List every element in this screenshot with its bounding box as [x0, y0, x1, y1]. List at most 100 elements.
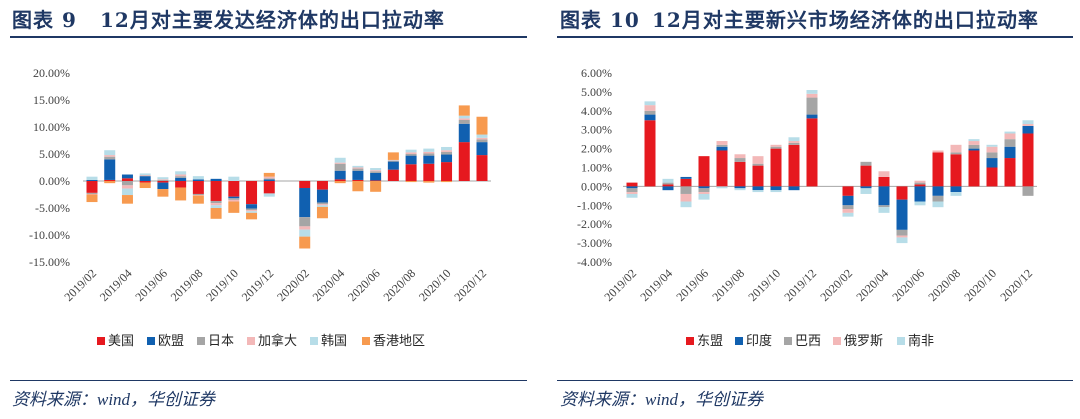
legend-swatch-hongkong — [362, 337, 370, 345]
y-tick-label: 6.00% — [581, 66, 612, 80]
bar-japan-slot-23 — [476, 139, 488, 143]
bar-asean-slot-18 — [932, 152, 944, 187]
bar-brazil-slot-16 — [896, 229, 908, 236]
x-tick-label: 2020/04 — [853, 266, 891, 304]
bar-asean-slot-9 — [770, 148, 782, 187]
legend-label-hongkong: 香港地区 — [373, 333, 426, 348]
legend-item-canada: 加拿大 — [247, 333, 297, 349]
bar-india-slot-19 — [950, 186, 962, 193]
bar-japan-slot-5 — [157, 179, 169, 181]
bar-south-africa-slot-16 — [896, 237, 908, 244]
bar-japan-slot-18 — [387, 161, 399, 162]
bar-usa-slot-22 — [458, 142, 470, 181]
source-divider-left — [10, 380, 527, 381]
x-tick-label: 2020/12 — [451, 266, 489, 304]
x-tick-label: 2019/06 — [673, 266, 711, 304]
x-tick-label: 2019/12 — [781, 266, 819, 304]
bar-eu-slot-9 — [228, 196, 240, 199]
y-tick-label: 1.00% — [581, 161, 612, 175]
figure-label-right: 图表 10 — [560, 8, 640, 32]
bar-brazil-slot-6 — [716, 144, 728, 147]
chart-title-left: 12月对主要发达经济体的出口拉动率 — [100, 8, 445, 32]
bar-canada-slot-20 — [423, 151, 435, 154]
bar-korea-slot-16 — [352, 165, 364, 168]
x-tick-label: 2020/02 — [274, 266, 312, 304]
y-tick-label: -2.00% — [577, 217, 612, 231]
bar-usa-slot-7 — [192, 181, 204, 194]
bar-canada-slot-19 — [405, 152, 417, 154]
bar-hongkong-slot-4 — [139, 182, 151, 189]
bar-brazil-slot-8 — [752, 163, 764, 166]
bar-south-africa-slot-5 — [698, 193, 710, 200]
bar-eu-slot-6 — [175, 177, 187, 181]
bar-korea-slot-22 — [458, 115, 470, 119]
bar-brazil-slot-18 — [932, 195, 944, 202]
bar-canada-slot-21 — [441, 150, 453, 152]
legend-item-japan: 日本 — [197, 333, 234, 349]
x-tick-label: 2020/10 — [416, 266, 454, 304]
bar-usa-slot-6 — [175, 181, 187, 188]
x-tick-label: 2019/08 — [168, 266, 206, 304]
bar-canada-slot-5 — [157, 179, 169, 180]
bar-india-slot-11 — [806, 114, 818, 119]
legend-swatch-brazil — [784, 337, 792, 345]
bar-eu-slot-1 — [86, 179, 98, 181]
bar-hongkong-slot-3 — [121, 195, 133, 204]
legend-item-india: 印度 — [735, 333, 772, 349]
bar-south-africa-slot-9 — [770, 190, 782, 193]
bar-south-africa-slot-6 — [716, 186, 728, 189]
bar-asean-slot-22 — [1004, 158, 1016, 187]
bar-japan-slot-13 — [299, 217, 311, 227]
x-tick-label: 2019/04 — [637, 266, 675, 304]
bar-korea-slot-17 — [370, 168, 382, 171]
bar-eu-slot-16 — [352, 170, 364, 180]
bar-eu-slot-14 — [316, 189, 328, 203]
bar-korea-slot-21 — [441, 146, 453, 151]
y-tick-label: 3.00% — [581, 123, 612, 137]
bar-brazil-slot-3 — [662, 182, 674, 185]
bar-south-africa-slot-15 — [878, 207, 890, 213]
bar-korea-slot-15 — [334, 157, 346, 163]
bar-usa-slot-14 — [316, 181, 328, 190]
bar-asean-slot-7 — [734, 161, 746, 187]
bar-india-slot-2 — [644, 114, 656, 121]
legend-swatch-russia — [833, 337, 841, 345]
y-tick-label: -15.00% — [29, 255, 70, 269]
bar-canada-slot-1 — [86, 193, 98, 195]
bar-south-africa-slot-19 — [950, 192, 962, 196]
bar-usa-slot-3 — [121, 178, 133, 181]
legend-swatch-japan — [197, 337, 205, 345]
bar-usa-slot-8 — [210, 181, 222, 201]
bar-hongkong-slot-15 — [334, 181, 346, 184]
bar-usa-slot-15 — [334, 179, 346, 181]
bar-brazil-slot-22 — [1004, 139, 1016, 147]
bar-india-slot-9 — [770, 186, 782, 191]
figure-label-left: 图表 9 — [12, 8, 77, 32]
bar-canada-slot-6 — [175, 174, 187, 177]
bar-hongkong-slot-17 — [370, 181, 382, 192]
bar-usa-slot-19 — [405, 164, 417, 181]
stacked-bar-chart-developed-economies: 20.00% 15.00% 10.00% 5.00% 0.00% -5.00% -10.00… — [29, 66, 491, 304]
bar-asean-slot-16 — [896, 186, 908, 200]
bar-south-africa-slot-22 — [1004, 131, 1016, 134]
bar-korea-slot-13 — [299, 229, 311, 237]
bar-asean-slot-11 — [806, 118, 818, 187]
bar-canada-slot-14 — [316, 204, 328, 206]
bar-india-slot-7 — [734, 186, 746, 189]
bar-india-slot-14 — [860, 186, 872, 189]
bar-eu-slot-2 — [104, 159, 116, 180]
x-tick-label: 2019/02 — [601, 266, 639, 304]
bar-korea-slot-20 — [423, 148, 435, 152]
bar-russia-slot-10 — [788, 141, 800, 143]
bar-japan-slot-15 — [334, 163, 346, 171]
bar-asean-slot-20 — [968, 150, 980, 187]
bar-brazil-slot-21 — [986, 152, 998, 159]
bar-hongkong-slot-21 — [441, 181, 453, 183]
bar-canada-slot-13 — [299, 226, 311, 230]
x-tick-label: 2019/02 — [61, 266, 99, 304]
y-tick-label: 2.00% — [581, 142, 612, 156]
bar-russia-slot-11 — [806, 93, 818, 98]
x-tick-label: 2020/10 — [961, 266, 999, 304]
title-underline-left — [10, 36, 527, 38]
bar-korea-slot-6 — [175, 171, 187, 175]
